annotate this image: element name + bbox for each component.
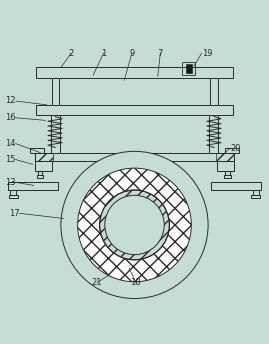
Circle shape: [61, 151, 208, 299]
Bar: [225, 148, 239, 153]
Bar: [217, 161, 234, 171]
Bar: [51, 115, 60, 155]
Text: 15: 15: [5, 155, 16, 164]
Bar: [225, 171, 229, 176]
Bar: [35, 161, 52, 171]
Bar: [36, 105, 233, 115]
Bar: [224, 175, 231, 178]
Bar: [36, 67, 233, 78]
Text: 18: 18: [130, 278, 141, 287]
Text: 19: 19: [202, 49, 212, 58]
Text: 17: 17: [9, 209, 20, 218]
Bar: [186, 64, 192, 73]
Text: 1: 1: [101, 49, 106, 58]
Bar: [8, 182, 58, 190]
Text: 20: 20: [230, 144, 240, 153]
Text: 13: 13: [5, 178, 16, 187]
Text: 9: 9: [129, 49, 134, 58]
Bar: [252, 195, 260, 198]
Text: 12: 12: [5, 96, 16, 106]
Text: 21: 21: [92, 278, 102, 287]
Circle shape: [78, 168, 191, 282]
Bar: [210, 78, 218, 110]
Text: 16: 16: [5, 113, 16, 122]
Bar: [253, 190, 259, 195]
Bar: [52, 78, 59, 110]
Bar: [38, 171, 42, 176]
Bar: [37, 175, 43, 178]
Text: 14: 14: [5, 139, 16, 148]
Bar: [9, 195, 17, 198]
Circle shape: [100, 190, 169, 260]
Bar: [35, 153, 234, 161]
Text: 2: 2: [69, 49, 74, 58]
Circle shape: [105, 195, 164, 255]
Bar: [182, 62, 195, 75]
Bar: [209, 115, 218, 155]
Bar: [211, 182, 261, 190]
Bar: [10, 190, 16, 195]
Bar: [216, 153, 234, 161]
Bar: [30, 148, 44, 153]
Text: 7: 7: [158, 49, 163, 58]
Bar: [35, 153, 53, 161]
